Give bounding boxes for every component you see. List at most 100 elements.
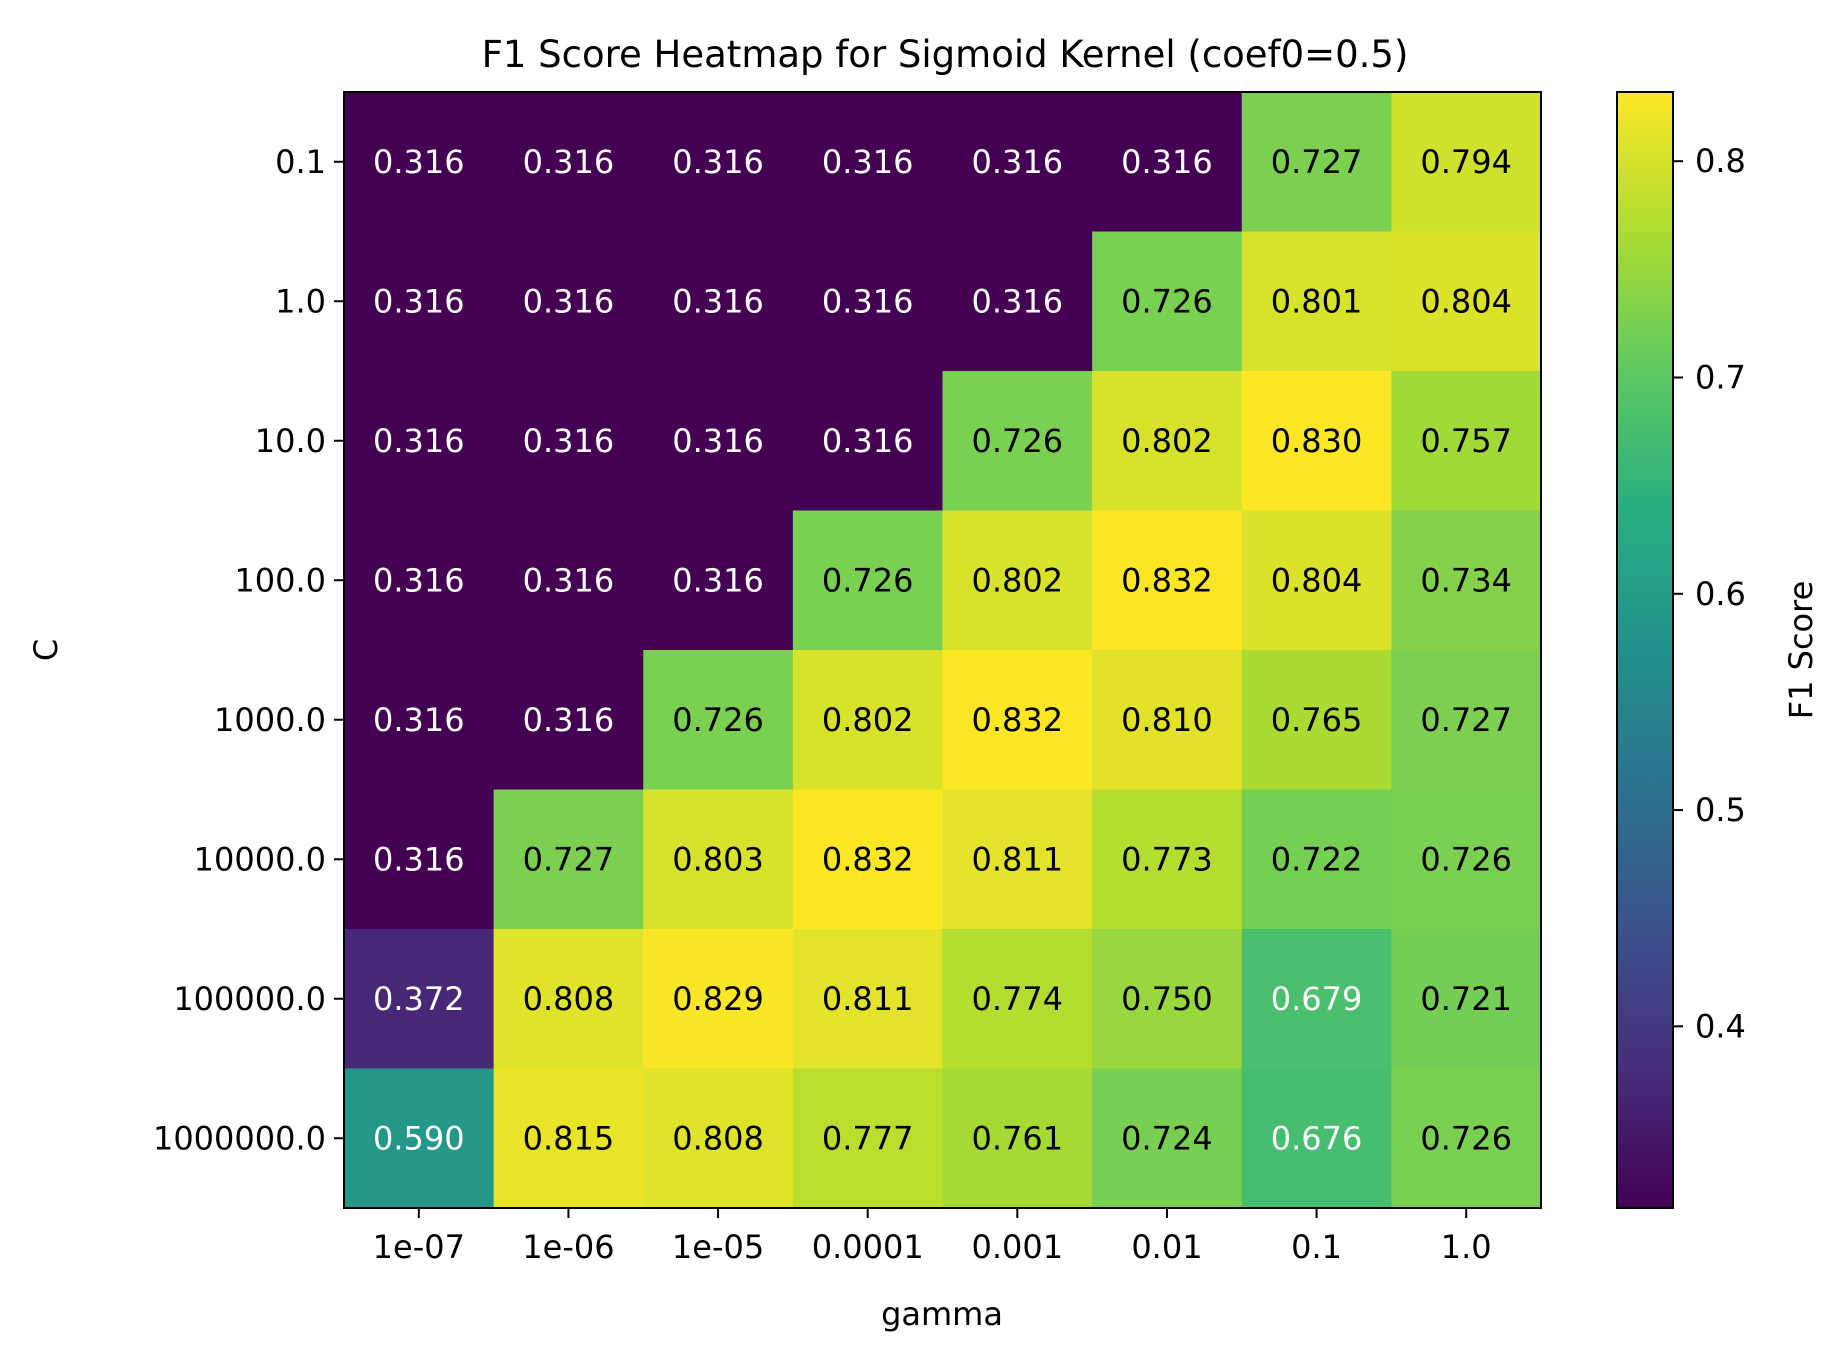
heatmap-cell [942, 650, 1093, 791]
cell-value-label: 0.727 [1271, 143, 1363, 181]
colorbar-ticks: 0.4 0.5 0.6 0.7 0.8 [1673, 142, 1746, 1045]
heatmap-cell [942, 510, 1093, 651]
cell-value-label: 0.316 [822, 282, 914, 320]
cell-value-label: 0.726 [1420, 1119, 1512, 1157]
x-axis-label: gamma [881, 1295, 1003, 1333]
heatmap-cells [344, 92, 1542, 1209]
cell-value-label: 0.316 [373, 282, 465, 320]
cell-value-label: 0.811 [822, 980, 914, 1018]
heatmap-cell [942, 92, 1093, 233]
chart-title: F1 Score Heatmap for Sigmoid Kernel (coe… [482, 33, 1409, 76]
cell-value-label: 0.316 [1121, 143, 1213, 181]
heatmap-cell [1092, 650, 1243, 791]
colorbar-tick-label: 0.5 [1695, 791, 1746, 829]
cell-value-label: 0.757 [1420, 422, 1512, 460]
cell-value-label: 0.803 [672, 840, 764, 878]
heatmap-cell [643, 929, 794, 1070]
heatmap-cell [643, 650, 794, 791]
cell-value-label: 0.802 [822, 701, 914, 739]
cell-value-label: 0.316 [822, 422, 914, 460]
cell-value-label: 0.726 [1420, 840, 1512, 878]
cell-value-label: 0.808 [523, 980, 615, 1018]
cell-value-label: 0.750 [1121, 980, 1213, 1018]
heatmap-cell [1241, 92, 1392, 233]
heatmap-cell [493, 371, 644, 512]
x-tick-label: 0.01 [1131, 1228, 1202, 1266]
cell-value-label: 0.679 [1271, 980, 1363, 1018]
heatmap-cell [643, 92, 794, 233]
heatmap-cell [493, 92, 644, 233]
heatmap-cell [1092, 929, 1243, 1070]
y-tick-label: 10.0 [255, 422, 326, 460]
cell-value-label: 0.830 [1271, 422, 1363, 460]
cell-value-label: 0.726 [822, 561, 914, 599]
heatmap-cell [344, 510, 495, 651]
heatmap-cell [792, 650, 944, 791]
heatmap-cell [493, 510, 644, 651]
heatmap-cell [792, 1068, 944, 1209]
cell-value-label: 0.372 [373, 980, 465, 1018]
cell-value-label: 0.316 [972, 143, 1064, 181]
colorbar-label: F1 Score [1782, 581, 1820, 720]
heatmap-cell [493, 789, 644, 930]
cell-value-label: 0.722 [1271, 840, 1363, 878]
cell-value-label: 0.726 [672, 701, 764, 739]
cell-value-label: 0.726 [972, 422, 1064, 460]
cell-value-label: 0.724 [1121, 1119, 1213, 1157]
heatmap-cell [643, 1068, 794, 1209]
cell-value-label: 0.316 [523, 143, 615, 181]
colorbar [1616, 91, 1674, 1209]
cell-value-label: 0.316 [672, 561, 764, 599]
cell-value-label: 0.316 [373, 422, 465, 460]
heatmap-cell [344, 1068, 495, 1209]
x-tick-label: 0.1 [1291, 1228, 1342, 1266]
cell-value-label: 0.804 [1271, 561, 1363, 599]
cell-value-label: 0.811 [972, 840, 1064, 878]
cell-value-label: 0.316 [373, 561, 465, 599]
heatmap-cell [792, 510, 944, 651]
heatmap-cell [792, 789, 944, 930]
colorbar-tick-label: 0.8 [1695, 142, 1746, 180]
heatmap-cell [792, 231, 944, 372]
heatmap-cell [1092, 92, 1243, 233]
heatmap-cell [344, 789, 495, 930]
cell-value-label: 0.316 [822, 143, 914, 181]
heatmap-cell [1241, 231, 1392, 372]
cell-value-label: 0.804 [1420, 282, 1512, 320]
cell-value-label: 0.316 [523, 282, 615, 320]
heatmap-cell [1241, 371, 1392, 512]
y-axis-label: C [27, 639, 65, 661]
cell-value-label: 0.721 [1420, 980, 1512, 1018]
colorbar-tick-label: 0.4 [1695, 1007, 1746, 1045]
cell-value-label: 0.801 [1271, 282, 1363, 320]
heatmap-cell [1092, 510, 1243, 651]
heatmap-cell [493, 650, 644, 791]
cell-value-label: 0.829 [672, 980, 764, 1018]
cell-value-label: 0.590 [373, 1119, 465, 1157]
cell-value-label: 0.727 [1420, 701, 1512, 739]
heatmap-cell [1391, 1068, 1542, 1209]
heatmap-cell [1391, 650, 1542, 791]
cell-value-label: 0.316 [373, 701, 465, 739]
x-tick-label: 0.001 [972, 1228, 1064, 1266]
heatmap-cell [643, 789, 794, 930]
cell-value-label: 0.316 [523, 422, 615, 460]
heatmap-cell [1391, 231, 1542, 372]
cell-value-label: 0.794 [1420, 143, 1512, 181]
heatmap-cell [344, 231, 495, 372]
cell-value-label: 0.316 [672, 422, 764, 460]
cell-value-label: 0.774 [972, 980, 1064, 1018]
heatmap-cell [1241, 789, 1392, 930]
heatmap-cell [1092, 789, 1243, 930]
cell-value-label: 0.316 [972, 282, 1064, 320]
y-tick-label: 1.0 [275, 282, 326, 320]
heatmap-cell [792, 929, 944, 1070]
heatmap-cell [493, 1068, 644, 1209]
x-axis-ticks: 1e-07 1e-06 1e-05 0.0001 0.001 0.01 0.1 1.0 [373, 1208, 1492, 1266]
heatmap-cell [344, 650, 495, 791]
colorbar-tick-label: 0.7 [1695, 358, 1746, 396]
cell-value-label: 0.316 [672, 282, 764, 320]
heatmap-cell [643, 231, 794, 372]
heatmap-cell [1092, 371, 1243, 512]
